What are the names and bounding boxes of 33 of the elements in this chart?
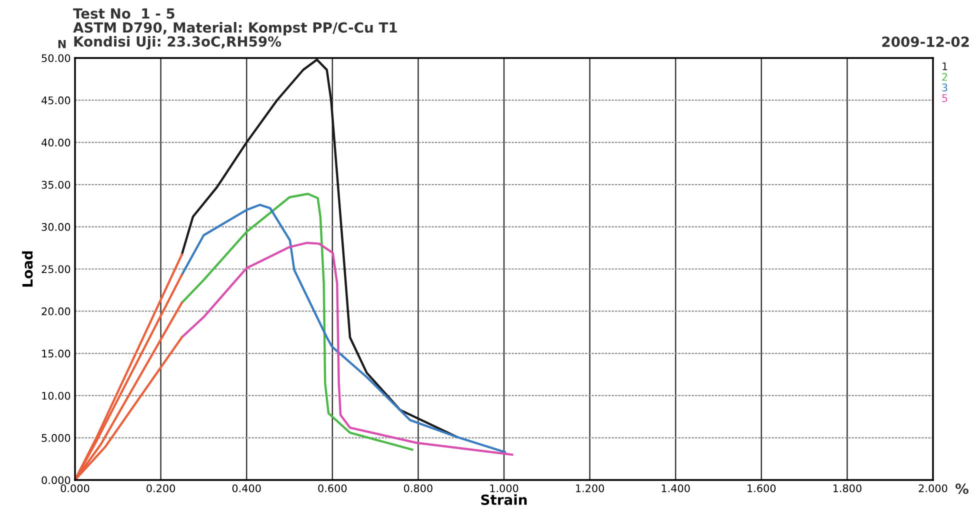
text: 1 [942, 62, 948, 70]
y-tick-label: 40.00 [42, 138, 70, 147]
y-axis-title: Load [22, 251, 33, 287]
chart-title: Test No 1 - 5 [73, 8, 174, 19]
y-tick-label: 45.00 [42, 96, 70, 104]
x-axis-title: Strain [481, 494, 527, 505]
y-tick-label: 35.00 [42, 180, 70, 189]
x-tick-label: 0.200 [146, 484, 176, 492]
x-tick-label: 1.000 [490, 484, 518, 492]
x-tick-label: 0.400 [232, 484, 261, 492]
y-tick-label: 25.00 [42, 265, 70, 274]
y-tick-label: 10.00 [42, 392, 70, 400]
text: 5 [942, 94, 948, 102]
text: % [955, 484, 969, 494]
x-tick-label: 2.000 [918, 484, 948, 492]
x-tick-label: 0.000 [60, 484, 90, 492]
y-tick-label: 15.00 [42, 350, 70, 358]
y-tick-label: 0.000 [42, 476, 70, 484]
x-tick-label: 0.600 [318, 484, 347, 492]
chart-subtitle: ASTM D790, Material: Kompst PP/C-Cu T1 Kondisi Uji: 23.3oC,RH59% [73, 22, 397, 50]
x-tick-label: 1.200 [576, 484, 604, 492]
y-tick-label: 30.00 [42, 223, 70, 231]
text: 2 [942, 72, 948, 81]
x-tick-label: 1.800 [833, 484, 862, 492]
x-tick-label: 0.800 [404, 484, 432, 492]
y-tick-label: 50.00 [42, 54, 70, 62]
y-tick-label: 5.000 [42, 434, 70, 442]
text: N [58, 40, 66, 48]
x-tick-label: 1.600 [748, 484, 776, 492]
y-tick-label: 20.00 [42, 307, 70, 316]
text: 3 [942, 84, 948, 92]
text: 2009-12-02 [882, 36, 969, 48]
x-tick-label: 1.400 [662, 484, 690, 492]
